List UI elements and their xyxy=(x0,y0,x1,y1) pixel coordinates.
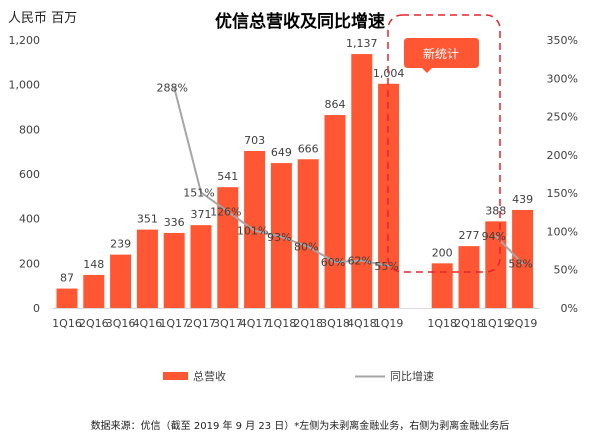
revenue-bar-label: 371 xyxy=(191,208,212,221)
growth-point xyxy=(173,86,176,89)
growth-point xyxy=(226,210,229,213)
revenue-bar xyxy=(458,246,480,308)
new-stats-highlight-box xyxy=(387,14,501,273)
growth-point xyxy=(200,191,202,194)
x-axis-tick: 2Q18 xyxy=(293,317,323,330)
growth-label: 126% xyxy=(210,206,241,219)
left-axis-tick: 200 xyxy=(19,257,40,270)
x-axis-tick: 4Q17 xyxy=(240,317,270,330)
revenue-bar-label: 1,137 xyxy=(346,37,378,50)
right-axis-tick: 250% xyxy=(547,111,578,124)
growth-label: 62% xyxy=(348,255,372,268)
unit-label: 人民币 百万 xyxy=(8,11,77,26)
revenue-bar-label: 388 xyxy=(485,204,506,217)
x-axis-tick: 2Q16 xyxy=(79,317,109,330)
growth-point xyxy=(521,262,524,265)
revenue-bar-label: 200 xyxy=(432,246,453,259)
legend-label-growth: 同比增速 xyxy=(390,369,434,383)
growth-point xyxy=(334,261,336,264)
x-axis-tick: 4Q18 xyxy=(347,317,377,330)
revenue-bar-label: 541 xyxy=(217,170,238,183)
revenue-bar xyxy=(270,163,292,308)
right-axis-tick: 0% xyxy=(561,302,578,315)
revenue-bar-label: 666 xyxy=(298,142,319,155)
growth-label: 101% xyxy=(237,225,268,238)
revenue-bar-label: 277 xyxy=(459,229,480,242)
revenue-bar xyxy=(110,254,132,308)
left-axis-tick: 800 xyxy=(19,123,40,136)
growth-label: 288% xyxy=(156,81,187,94)
revenue-bar-label: 336 xyxy=(164,216,185,229)
x-axis-tick: 1Q16 xyxy=(52,317,82,330)
revenue-bar xyxy=(324,115,346,308)
growth-label: 58% xyxy=(508,258,532,271)
revenue-bar xyxy=(217,187,239,308)
left-axis-tick: 1,200 xyxy=(9,34,41,47)
x-axis-tick: 3Q18 xyxy=(320,317,350,330)
revenue-bar-label: 351 xyxy=(137,213,158,226)
growth-point xyxy=(387,264,390,267)
revenue-bar xyxy=(351,54,373,308)
growth-label: 94% xyxy=(482,230,506,243)
x-axis-tick: 1Q18 xyxy=(267,317,297,330)
revenue-bar xyxy=(190,225,212,308)
revenue-bar-label: 148 xyxy=(83,258,104,271)
growth-label: 93% xyxy=(267,231,291,244)
legend-swatch-revenue xyxy=(163,372,188,380)
revenue-bar-label: 87 xyxy=(60,272,74,285)
growth-label: 60% xyxy=(321,256,345,269)
growth-point xyxy=(307,245,310,248)
x-axis-tick: 1Q19 xyxy=(374,317,404,330)
revenue-bar-label: 239 xyxy=(110,238,131,251)
revenue-bar-label: 864 xyxy=(325,98,346,111)
x-axis-tick: 3Q16 xyxy=(106,317,136,330)
revenue-bar xyxy=(512,209,534,308)
revenue-bar xyxy=(431,263,453,308)
right-axis-tick: 50% xyxy=(554,264,578,277)
revenue-bar-label: 649 xyxy=(271,146,292,159)
growth-point xyxy=(360,259,363,262)
growth-point xyxy=(280,235,283,238)
footer-source: 数据来源：优信（截至 2019 年 9 月 23 日）*左侧为未剥离金融业务，右… xyxy=(91,419,510,432)
x-axis-tick: 1Q19 xyxy=(481,317,511,330)
growth-label: 80% xyxy=(294,241,318,254)
x-axis-tick: 1Q18 xyxy=(427,317,457,330)
growth-point xyxy=(494,235,497,238)
revenue-bar-label: 1,004 xyxy=(373,67,405,80)
left-axis-tick: 1,000 xyxy=(9,79,41,92)
growth-point xyxy=(253,229,256,232)
revenue-bar-label: 439 xyxy=(512,193,533,206)
revenue-bar xyxy=(297,159,319,308)
new-stats-callout-text: 新统计 xyxy=(423,46,459,61)
revenue-bar xyxy=(485,221,507,308)
x-axis-tick: 2Q17 xyxy=(186,317,216,330)
revenue-bar xyxy=(83,274,105,308)
right-axis-tick: 150% xyxy=(547,187,578,200)
right-axis-tick: 300% xyxy=(547,72,578,85)
growth-label: 151% xyxy=(183,186,214,199)
x-axis-tick: 3Q17 xyxy=(213,317,243,330)
legend: 总营收 同比增速 xyxy=(163,369,434,383)
revenue-bar xyxy=(56,288,78,308)
left-axis-tick: 400 xyxy=(19,213,40,226)
revenue-bar xyxy=(163,232,185,308)
right-axis-tick: 200% xyxy=(547,149,578,162)
growth-label: 55% xyxy=(374,260,398,273)
right-axis-tick: 100% xyxy=(547,225,578,238)
x-axis-tick: 2Q19 xyxy=(508,317,538,330)
x-axis-tick: 1Q17 xyxy=(159,317,189,330)
chart-title: 优信总营收及同比增速 xyxy=(215,11,385,32)
left-axis-tick: 0 xyxy=(33,302,40,315)
left-axis-tick: 600 xyxy=(19,168,40,181)
new-stats-callout xyxy=(404,38,479,73)
x-axis-tick: 2Q18 xyxy=(454,317,484,330)
x-axis-tick: 4Q16 xyxy=(133,317,163,330)
revenue-bar-label: 703 xyxy=(244,134,265,147)
legend-label-revenue: 总营收 xyxy=(193,369,226,383)
right-axis-tick: 350% xyxy=(547,34,578,47)
revenue-bar xyxy=(378,83,400,308)
revenue-bar xyxy=(136,229,158,308)
